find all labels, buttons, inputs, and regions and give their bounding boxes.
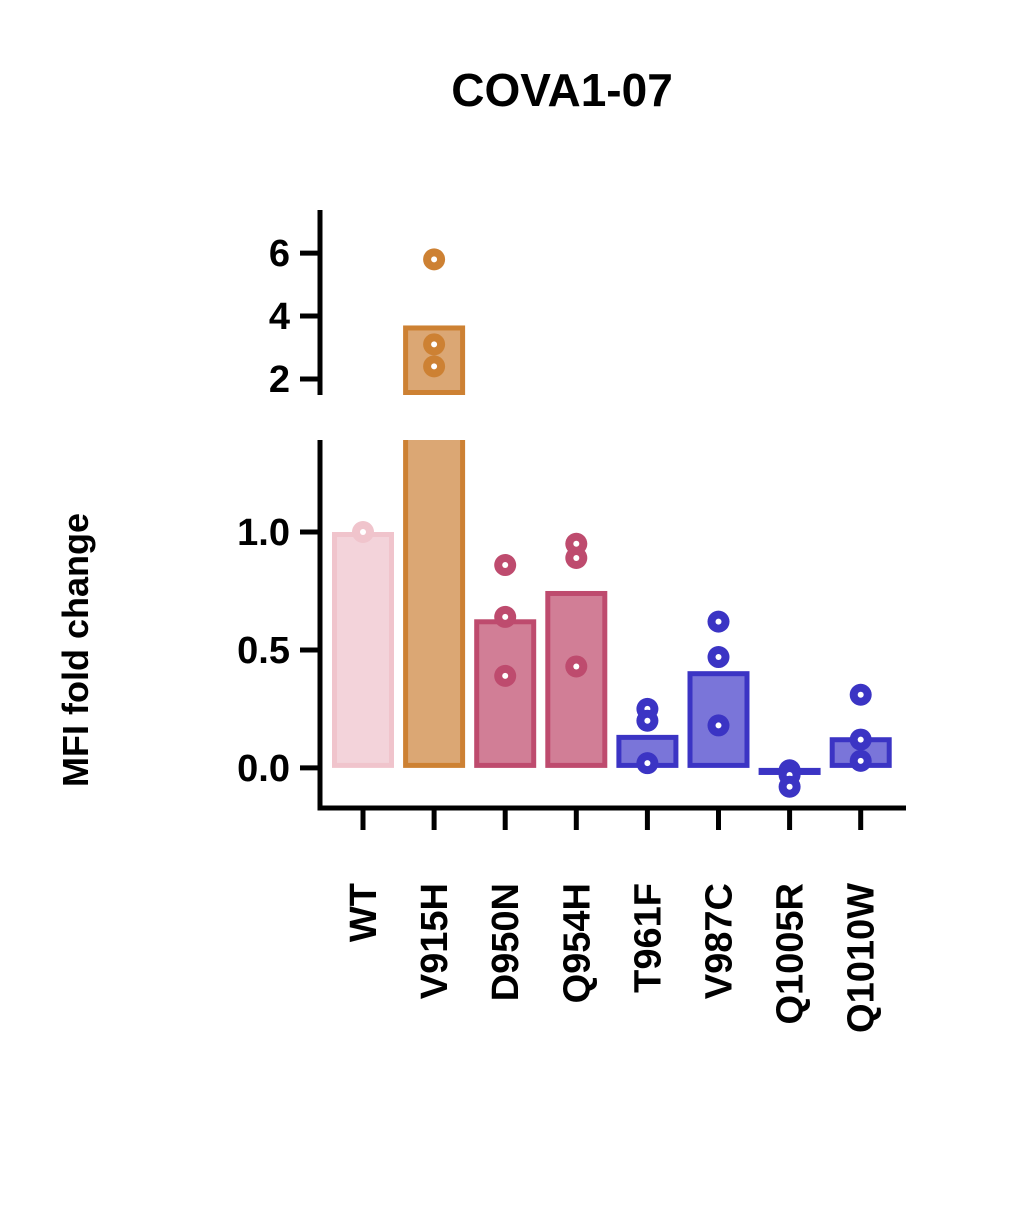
bar bbox=[474, 619, 537, 768]
x-tick-label: Q954H bbox=[556, 883, 598, 1003]
bar bbox=[403, 440, 466, 768]
y-tick-label: 0.0 bbox=[237, 748, 290, 790]
bar bbox=[332, 532, 394, 768]
x-tick-label: V915H bbox=[414, 883, 456, 999]
x-tick-label: WT bbox=[343, 883, 385, 942]
y-tick-label: 4 bbox=[269, 296, 290, 338]
bar bbox=[687, 671, 750, 768]
plot-area bbox=[403, 248, 466, 395]
y-axis-label: MFI fold change bbox=[55, 513, 96, 787]
y-tick-label: 1.0 bbox=[237, 512, 290, 554]
y-tick-label: 6 bbox=[269, 233, 290, 275]
chart-title: COVA1-07 bbox=[451, 64, 673, 116]
plot-area bbox=[332, 440, 892, 798]
x-tick-label: Q1010W bbox=[841, 883, 883, 1033]
bar bbox=[545, 590, 608, 768]
x-tick-label: T961F bbox=[627, 883, 669, 993]
x-tick-label: D950N bbox=[485, 883, 527, 1001]
y-tick-label: 0.5 bbox=[237, 630, 290, 672]
x-tick-label: Q1005R bbox=[770, 883, 812, 1025]
y-tick-label: 2 bbox=[269, 359, 290, 401]
x-tick-label: V987C bbox=[699, 883, 741, 999]
